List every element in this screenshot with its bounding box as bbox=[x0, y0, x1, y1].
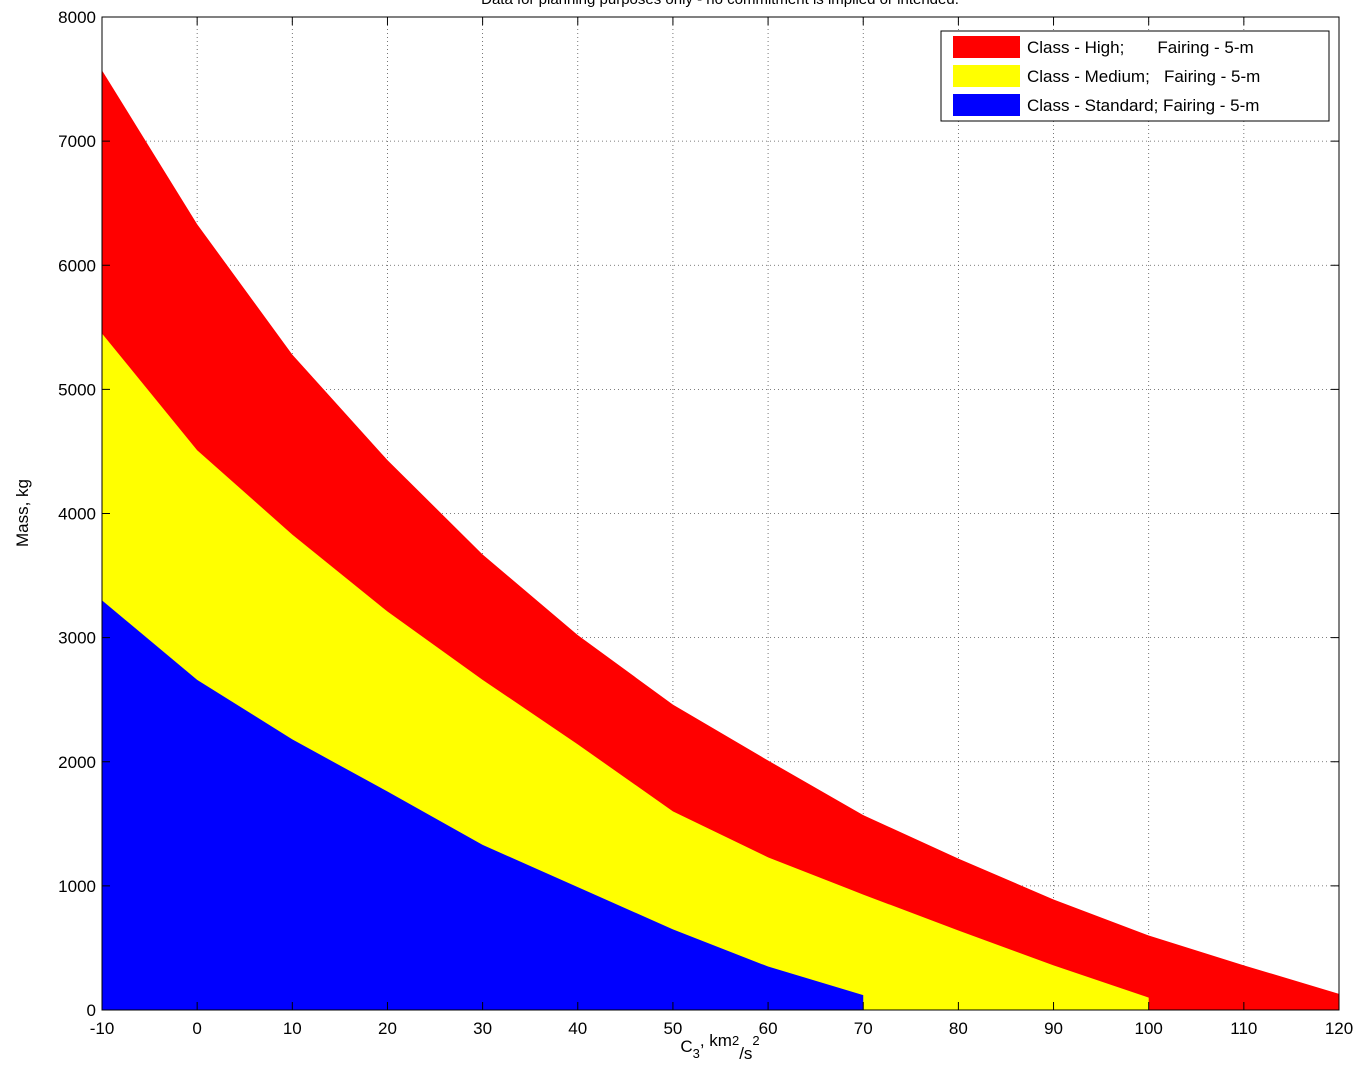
x-tick-label: 40 bbox=[568, 1019, 587, 1038]
legend-swatch bbox=[953, 94, 1020, 116]
x-tick-label: 120 bbox=[1325, 1019, 1353, 1038]
y-tick-label: 4000 bbox=[58, 505, 96, 524]
y-tick-label: 7000 bbox=[58, 132, 96, 151]
legend-label: Class - Standard; Fairing - 5-m bbox=[1027, 96, 1259, 115]
x-tick-label: 60 bbox=[759, 1019, 778, 1038]
y-axis-label: Mass, kg bbox=[13, 479, 32, 547]
x-tick-label: 100 bbox=[1135, 1019, 1163, 1038]
x-axis-label-part: /s bbox=[739, 1044, 752, 1063]
x-axis-label-part: 3 bbox=[693, 1046, 700, 1061]
x-axis-label-part: 2 bbox=[732, 1033, 739, 1048]
y-tick-label: 8000 bbox=[58, 8, 96, 27]
x-tick-label: 50 bbox=[663, 1019, 682, 1038]
x-tick-label: 10 bbox=[283, 1019, 302, 1038]
y-tick-label: 5000 bbox=[58, 380, 96, 399]
legend-label: Class - High; Fairing - 5-m bbox=[1027, 38, 1254, 57]
x-axis-label-part: , km bbox=[700, 1031, 732, 1050]
y-tick-label: 0 bbox=[87, 1001, 96, 1020]
x-tick-label: -10 bbox=[90, 1019, 115, 1038]
x-tick-label: 110 bbox=[1230, 1019, 1257, 1038]
x-axis-label-part: 2 bbox=[752, 1033, 759, 1048]
y-tick-label: 2000 bbox=[58, 753, 96, 772]
x-tick-label: 30 bbox=[473, 1019, 492, 1038]
x-tick-label: 20 bbox=[378, 1019, 397, 1038]
x-tick-label: 70 bbox=[854, 1019, 873, 1038]
x-axis-label: C3, km2/s2 bbox=[680, 1031, 759, 1063]
x-tick-label: 90 bbox=[1044, 1019, 1063, 1038]
legend-swatch bbox=[953, 65, 1020, 87]
y-tick-label: 6000 bbox=[58, 256, 96, 275]
x-tick-label: 0 bbox=[192, 1019, 201, 1038]
legend-swatch bbox=[953, 36, 1020, 58]
x-tick-label: 80 bbox=[949, 1019, 968, 1038]
x-axis-label-part: C bbox=[680, 1037, 692, 1056]
chart-title: Data for planning purposes only - no com… bbox=[481, 0, 959, 8]
area bbox=[102, 600, 864, 1010]
legend-label: Class - Medium; Fairing - 5-m bbox=[1027, 67, 1260, 86]
y-tick-label: 1000 bbox=[58, 877, 96, 896]
y-tick-label: 3000 bbox=[58, 629, 96, 648]
